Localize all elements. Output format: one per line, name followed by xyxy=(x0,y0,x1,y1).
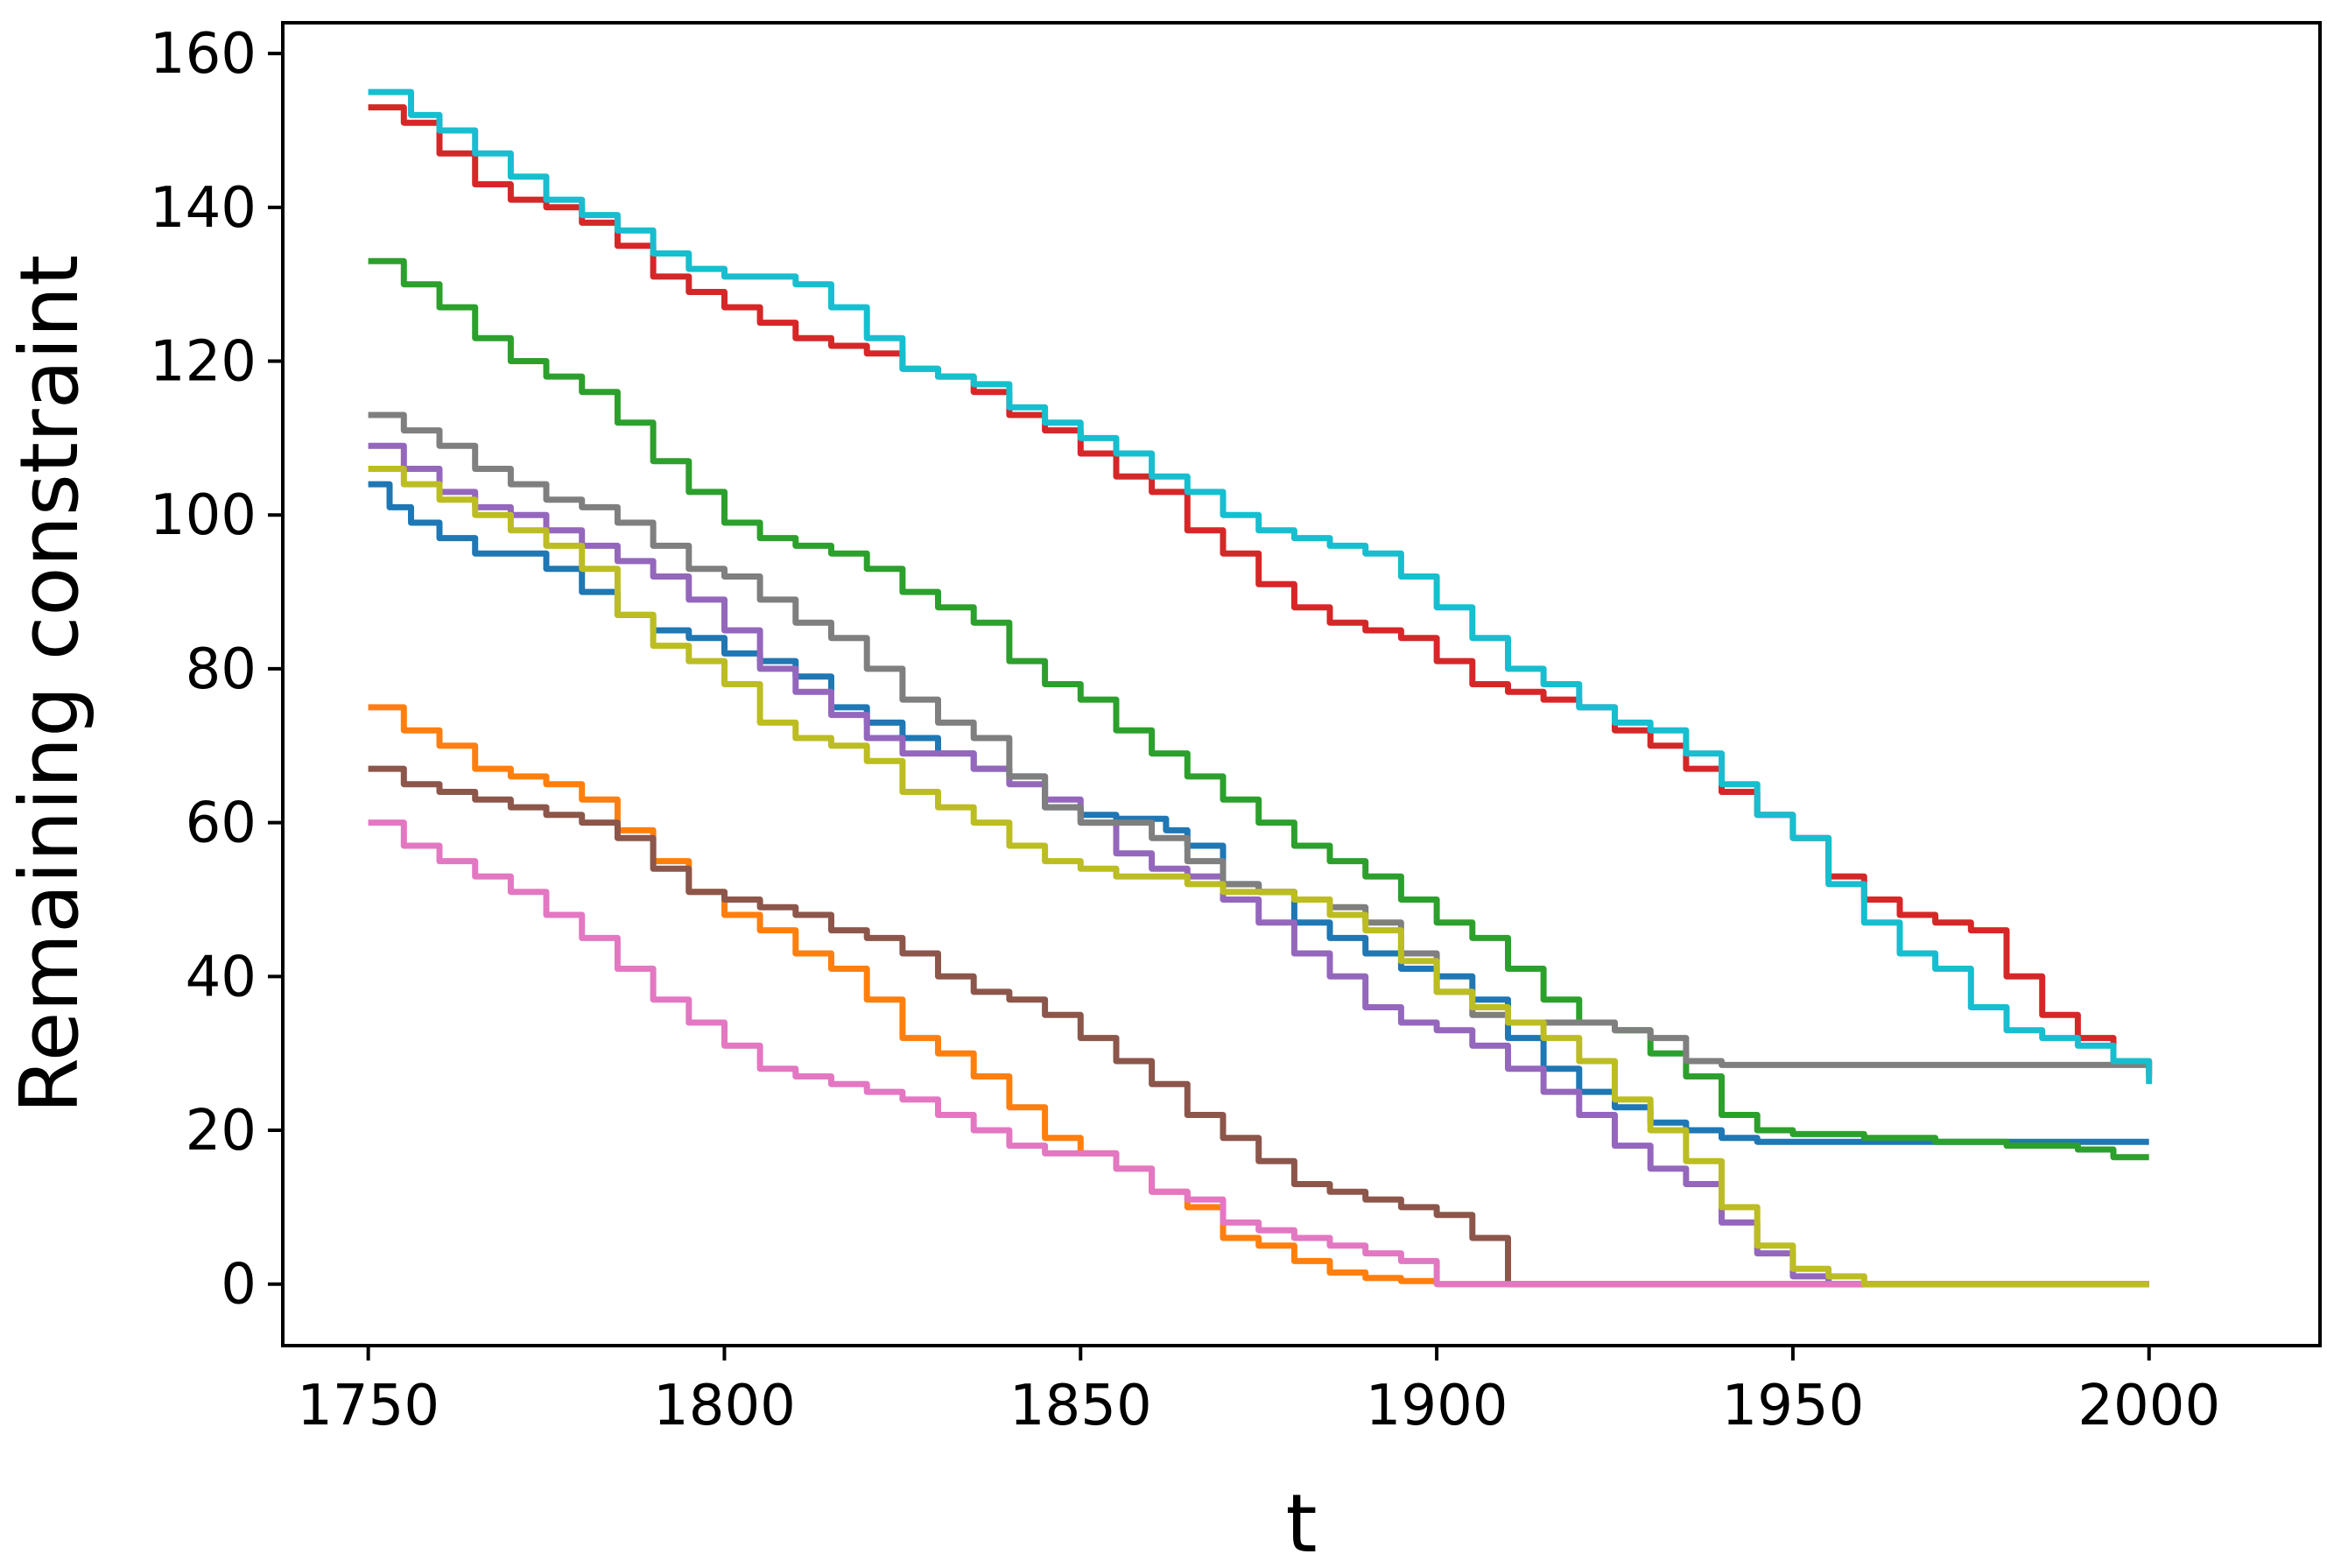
y-tick-label: 60 xyxy=(186,791,257,856)
plot-frame xyxy=(281,21,2322,1347)
x-tick-label: 1950 xyxy=(1721,1374,1864,1438)
x-tick-label: 1800 xyxy=(653,1374,796,1438)
y-axis-ticks: 0 20 40 60 80 100 120 140 160 xyxy=(150,22,283,1318)
series-line-10 xyxy=(368,88,2153,1085)
x-tick-label: 1900 xyxy=(1366,1374,1508,1438)
y-tick-label: 40 xyxy=(186,945,257,1009)
series-line-2 xyxy=(368,704,2149,1288)
x-axis-label: t xyxy=(1285,1477,1317,1564)
x-tick-label: 1750 xyxy=(297,1374,439,1438)
series-line-8 xyxy=(368,411,2149,1068)
y-tick-label: 160 xyxy=(150,22,257,87)
y-tick-label: 140 xyxy=(150,176,257,241)
y-tick-label: 100 xyxy=(150,483,257,548)
series-line-7 xyxy=(368,819,2149,1288)
y-tick-label: 20 xyxy=(186,1099,257,1164)
series-layer xyxy=(368,88,2153,1288)
series-line-9 xyxy=(368,466,2149,1288)
x-axis-ticks: 1750 1800 1850 1900 1950 2000 xyxy=(297,1346,2220,1438)
series-line-4 xyxy=(368,104,2153,1077)
x-tick-label: 2000 xyxy=(2077,1374,2220,1438)
y-tick-label: 80 xyxy=(186,637,257,702)
y-tick-label: 0 xyxy=(221,1253,257,1318)
series-line-6 xyxy=(368,765,2149,1288)
y-tick-label: 120 xyxy=(150,330,257,395)
series-line-5 xyxy=(368,442,2149,1288)
series-line-3 xyxy=(368,257,2149,1161)
y-axis-label: Remaining constraint xyxy=(3,255,96,1114)
x-tick-label: 1850 xyxy=(1009,1374,1152,1438)
